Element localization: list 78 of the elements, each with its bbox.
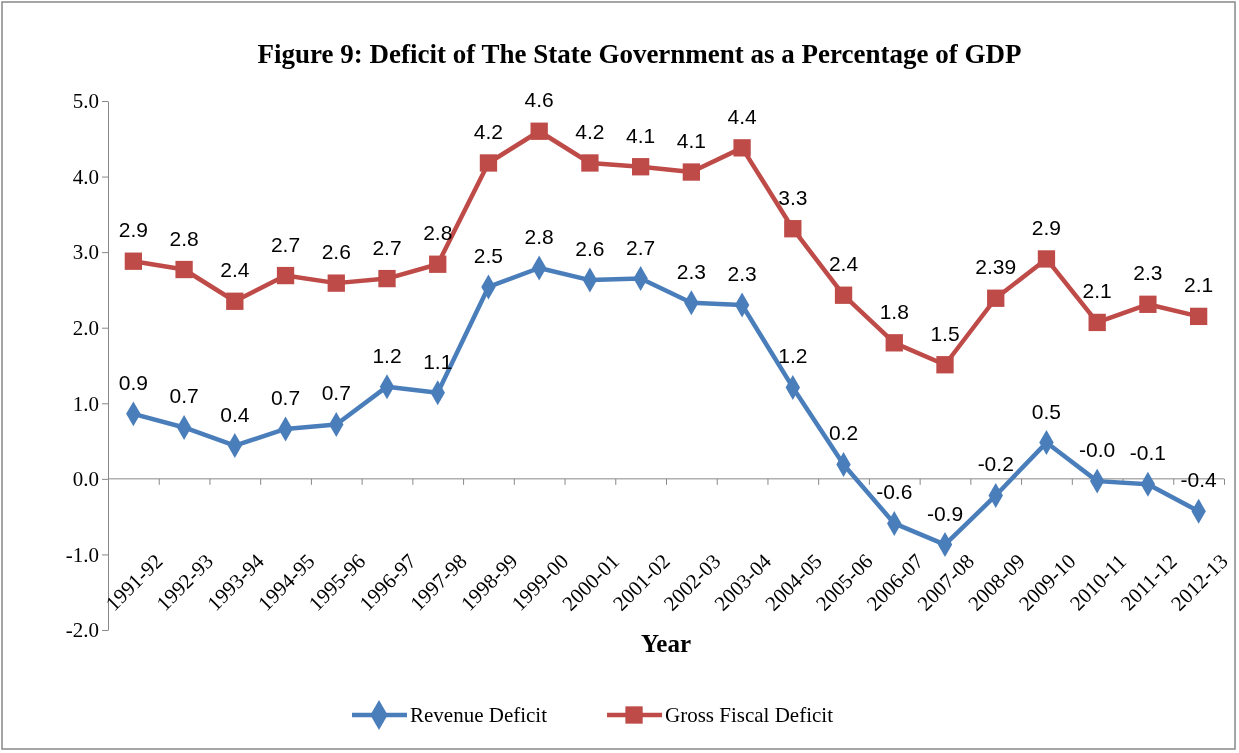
data-label: 0.5 (1031, 399, 1062, 423)
point (1139, 295, 1157, 313)
data-label: 2.5 (473, 243, 504, 267)
data-label: 2.3 (676, 259, 706, 283)
data-label: 2.39 (975, 255, 1017, 279)
data-label: -0.9 (926, 501, 964, 525)
data-label: 4.2 (575, 119, 605, 143)
point (885, 334, 903, 352)
point (327, 274, 345, 292)
data-label: 2.7 (270, 232, 301, 256)
point (784, 220, 802, 238)
point (581, 154, 599, 172)
y-tick-label: 1.0 (72, 391, 99, 416)
data-label: 0.4 (220, 402, 250, 426)
point (987, 289, 1005, 307)
y-tick-label: 2.0 (72, 315, 99, 340)
y-tick-label: -2.0 (65, 618, 99, 643)
data-label: 4.4 (727, 104, 757, 128)
point (378, 269, 396, 288)
point (682, 163, 701, 181)
data-label: 0.9 (118, 370, 148, 394)
data-label: 2.4 (220, 258, 250, 282)
data-label: 4.1 (676, 129, 706, 153)
data-label: 1.5 (930, 321, 960, 345)
data-label: 2.4 (828, 252, 859, 276)
data-label: 2.3 (727, 262, 757, 286)
data-label: -0.1 (1129, 441, 1166, 465)
data-label: 4.2 (473, 119, 504, 143)
point (276, 266, 295, 285)
data-label: 2.1 (1184, 273, 1214, 297)
data-label: 1.2 (778, 344, 808, 368)
data-label: 2.6 (575, 237, 605, 261)
point (479, 154, 498, 172)
data-label: 2.7 (372, 235, 402, 259)
y-tick-label: 4.0 (72, 164, 99, 189)
point (429, 255, 447, 273)
data-label: 1.8 (879, 299, 909, 323)
point (124, 252, 143, 270)
data-label: 4.6 (524, 88, 554, 112)
point (1189, 307, 1208, 326)
point (226, 292, 244, 310)
data-label: -0.6 (876, 480, 913, 504)
y-tick-label: 5.0 (72, 89, 99, 114)
data-label: 2.7 (626, 235, 656, 259)
data-label: 0.7 (321, 381, 351, 405)
y-tick-label: 0.0 (72, 467, 99, 492)
x-axis-title: Year (641, 630, 691, 657)
point (733, 139, 751, 157)
point (834, 286, 853, 304)
data-label: 1.1 (423, 349, 453, 373)
data-label: 2.3 (1133, 261, 1163, 285)
data-label: 2.8 (524, 225, 554, 249)
data-label: 3.3 (778, 185, 808, 209)
point (936, 356, 954, 374)
data-label: -0.4 (1180, 468, 1218, 492)
data-label: 2.9 (1031, 215, 1062, 239)
chart-title: Figure 9: Deficit of The State Government as a Percentage of GDP (257, 39, 1022, 69)
data-label: 4.1 (626, 123, 656, 147)
data-label: 0.7 (169, 384, 199, 408)
point (1037, 250, 1056, 268)
data-label: 2.8 (169, 226, 199, 250)
data-label: 1.2 (372, 343, 402, 367)
data-label: -0.2 (977, 452, 1014, 476)
data-label: -0.0 (1079, 438, 1116, 462)
legend-label: Gross Fiscal Deficit (665, 703, 834, 727)
point (530, 122, 548, 140)
point (175, 260, 193, 279)
data-label: 2.6 (321, 240, 351, 264)
data-label: 2.9 (118, 218, 148, 242)
data-label: 2.8 (423, 221, 453, 245)
data-label: 2.1 (1082, 279, 1112, 303)
point (1088, 313, 1106, 332)
y-tick-label: 3.0 (72, 240, 99, 265)
data-label: 0.2 (828, 421, 859, 445)
data-label: 0.7 (270, 385, 301, 409)
y-tick-label: -1.0 (65, 542, 99, 567)
point (631, 158, 650, 176)
legend-label: Revenue Deficit (410, 703, 548, 727)
